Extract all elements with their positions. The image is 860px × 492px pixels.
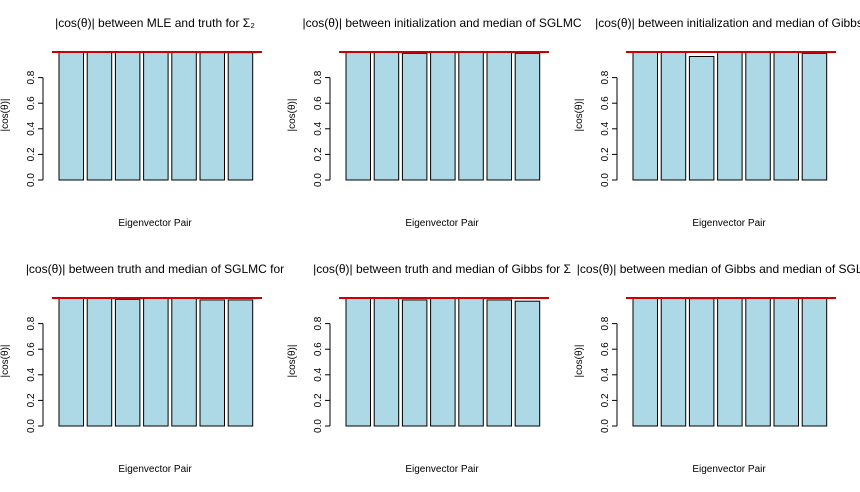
bar-7 xyxy=(514,52,541,181)
y-axis-label: |cos(θ)| xyxy=(0,345,11,378)
bar-2 xyxy=(86,51,113,181)
chart-panel-5: |cos(θ)| between truth and median of Gib… xyxy=(287,262,571,475)
bar-5 xyxy=(458,51,484,181)
bar-6 xyxy=(773,297,799,427)
bar-1 xyxy=(345,51,371,181)
y-tick-label: 0.6 xyxy=(313,342,324,356)
x-axis-label: Eigenvector Pair xyxy=(692,218,766,229)
chart-panel-6: |cos(θ)| between median of Gibbs and med… xyxy=(574,262,860,475)
bar-5 xyxy=(171,297,197,427)
chart-panel-2: |cos(θ)| between initialization and medi… xyxy=(287,16,582,229)
y-axis-label: |cos(θ)| xyxy=(0,99,11,132)
bar-4 xyxy=(430,51,456,181)
bar-5 xyxy=(171,51,197,181)
bar-6 xyxy=(486,299,512,427)
y-tick-label: 0.2 xyxy=(26,147,37,161)
bar-3 xyxy=(114,51,141,181)
y-tick-label: 0.2 xyxy=(26,393,37,407)
y-tick-label: 0.2 xyxy=(600,147,611,161)
y-tick-label: 0.8 xyxy=(600,316,611,330)
bar-3 xyxy=(688,298,715,427)
bar-2 xyxy=(660,297,687,427)
y-tick-label: 0.4 xyxy=(313,367,324,381)
y-tick-label: 0.8 xyxy=(313,70,324,84)
chart-panel-3: |cos(θ)| between initialization and medi… xyxy=(574,16,860,229)
y-axis-label: |cos(θ)| xyxy=(574,345,585,378)
bar-7 xyxy=(801,52,828,181)
y-tick-label: 0.8 xyxy=(26,70,37,84)
bar-3 xyxy=(688,55,715,181)
bar-4 xyxy=(717,297,743,427)
bar-4 xyxy=(430,297,456,427)
y-tick-label: 0.4 xyxy=(600,367,611,381)
chart-title: |cos(θ)| between median of Gibbs and med… xyxy=(577,262,860,276)
bar-2 xyxy=(373,51,400,181)
y-tick-label: 0.0 xyxy=(600,419,611,433)
bar-6 xyxy=(199,52,225,181)
chart-title: |cos(θ)| between initialization and medi… xyxy=(302,16,581,30)
y-tick-label: 0.2 xyxy=(313,147,324,161)
chart-title: |cos(θ)| between MLE and truth for Σ₂ xyxy=(55,16,255,30)
y-tick-label: 0.0 xyxy=(600,173,611,187)
bar-2 xyxy=(86,297,113,427)
y-tick-label: 0.0 xyxy=(26,419,37,433)
y-tick-label: 0.4 xyxy=(600,121,611,135)
bar-1 xyxy=(345,297,371,427)
bar-7 xyxy=(801,297,828,427)
chart-panel-4: |cos(θ)| between truth and median of SGL… xyxy=(0,262,284,475)
bar-7 xyxy=(227,52,254,181)
x-axis-label: Eigenvector Pair xyxy=(692,464,766,475)
bar-1 xyxy=(58,297,84,427)
bar-3 xyxy=(401,299,428,427)
chart-title: |cos(θ)| between truth and median of Gib… xyxy=(313,262,571,276)
bar-2 xyxy=(660,51,687,181)
y-tick-label: 0.4 xyxy=(26,121,37,135)
y-tick-label: 0.4 xyxy=(26,367,37,381)
bar-6 xyxy=(486,51,512,181)
y-tick-label: 0.6 xyxy=(600,342,611,356)
bar-3 xyxy=(401,52,428,181)
bar-1 xyxy=(58,51,84,181)
y-tick-label: 0.8 xyxy=(313,316,324,330)
y-axis-label: |cos(θ)| xyxy=(287,99,298,132)
y-tick-label: 0.0 xyxy=(313,419,324,433)
x-axis-label: Eigenvector Pair xyxy=(405,464,479,475)
bar-6 xyxy=(773,51,799,181)
y-axis-label: |cos(θ)| xyxy=(287,345,298,378)
y-tick-label: 0.8 xyxy=(600,70,611,84)
chart-title: |cos(θ)| between truth and median of SGL… xyxy=(26,262,284,276)
y-tick-label: 0.0 xyxy=(313,173,324,187)
y-axis-label: |cos(θ)| xyxy=(574,99,585,132)
chart-panel-1: |cos(θ)| between MLE and truth for Σ₂ 0.0… xyxy=(0,16,262,229)
bar-5 xyxy=(458,297,484,427)
y-tick-label: 0.2 xyxy=(313,393,324,407)
bar-5 xyxy=(745,297,771,427)
y-tick-label: 0.2 xyxy=(600,393,611,407)
bar-5 xyxy=(745,51,771,181)
bar-1 xyxy=(632,297,658,427)
bar-7 xyxy=(514,300,541,427)
x-axis-label: Eigenvector Pair xyxy=(118,464,192,475)
x-axis-label: Eigenvector Pair xyxy=(405,218,479,229)
y-tick-label: 0.6 xyxy=(313,96,324,110)
bar-7 xyxy=(227,299,254,427)
bar-4 xyxy=(143,297,169,427)
bar-2 xyxy=(373,297,400,427)
x-axis-label: Eigenvector Pair xyxy=(118,218,192,229)
bar-3 xyxy=(114,298,141,427)
y-tick-label: 0.6 xyxy=(600,96,611,110)
bar-4 xyxy=(143,51,169,181)
y-tick-label: 0.6 xyxy=(26,342,37,356)
y-tick-label: 0.4 xyxy=(313,121,324,135)
bar-1 xyxy=(632,51,658,181)
y-tick-label: 0.8 xyxy=(26,316,37,330)
chart-title: |cos(θ)| between initialization and medi… xyxy=(595,16,860,30)
bar-4 xyxy=(717,51,743,181)
y-tick-label: 0.6 xyxy=(26,96,37,110)
y-tick-label: 0.0 xyxy=(26,173,37,187)
bar-6 xyxy=(199,299,225,427)
